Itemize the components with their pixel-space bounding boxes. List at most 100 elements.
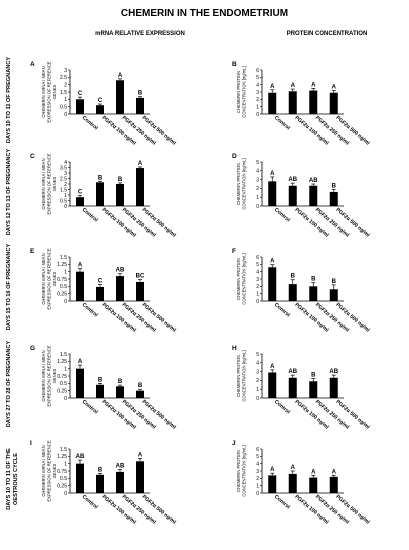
significance-letter: AB [329,369,338,375]
y-tick-label: 1 [64,366,67,372]
y-tick-label: 2 [256,378,259,384]
y-axis-title: CONCENTRATION [ng/mL] [242,253,247,304]
y-tick-label: 1.5 [60,447,67,453]
y-axis-title: CHEMERIN PROTEIN [236,71,241,113]
y-tick-label: 2 [256,284,259,290]
significance-letter: B [332,183,337,189]
significance-letter: A [311,82,316,88]
y-tick-label: 3 [256,469,259,475]
category-label: PGF2α 500 ng/ml [334,207,371,239]
bar [288,284,297,301]
y-tick-label: 1 [256,387,259,393]
y-tick-label: 1 [256,483,259,489]
y-axis-title: EXPRESSION OF REFERENCE [47,61,52,122]
y-tick-label: 1.5 [60,255,67,261]
significance-letter: B [138,91,143,97]
y-tick-label: 0.5 [60,284,67,290]
significance-letter: A [270,467,275,473]
y-tick-label: 2 [256,186,259,192]
y-tick-label: 0 [256,491,259,497]
y-axis-title: GENES [52,368,57,383]
bar [136,390,144,398]
y-axis-title: CHEMERIN mRNA / MEAN [41,445,46,496]
y-tick-label: 6 [256,255,259,261]
panel-letter: C [30,153,35,160]
y-tick-label: 1.5 [60,90,67,96]
bar [136,97,144,114]
y-tick-label: 1.5 [60,352,67,358]
significance-letter: AB [116,464,125,470]
category-label: Control [273,115,291,132]
y-axis-title: CHEMERIN mRNA / MEAN [41,253,46,304]
bar [288,91,297,114]
panel-letter: D [232,153,237,160]
bar [268,372,277,398]
y-tick-label: 1 [64,461,67,467]
y-axis-title: GENES [52,176,57,191]
bar [268,475,277,493]
y-tick-label: 1 [256,291,259,297]
bar [288,473,297,493]
y-tick-label: 0.25 [57,388,67,394]
y-tick-label: 5 [256,352,259,358]
y-tick-label: 0 [64,491,67,497]
y-tick-label: 2.5 [60,75,67,81]
y-tick-label: 3 [256,177,259,183]
y-tick-label: 3 [64,68,67,74]
y-axis-title: CHEMERIN mRNA / MEAN [41,350,46,401]
bar [76,197,84,206]
category-label: PGF2α 500 ng/ml [141,115,178,147]
y-axis-title: CHEMERIN mRNA / MEAN [41,66,46,117]
category-label: PGF2α 500 ng/ml [141,302,178,334]
row-label: DAYS 10 TO 11 OF THE [6,448,12,510]
column-header-mrna: mRNA RELATIVE EXPRESSION [95,31,185,37]
y-tick-label: 3 [256,277,259,283]
significance-letter: BC [136,274,145,280]
y-axis-title: EXPRESSION OF REFERENCE [47,345,52,406]
y-tick-label: 0 [256,204,259,210]
panel-letter: A [30,61,35,68]
category-label: Control [273,399,291,416]
y-tick-label: 0 [256,299,259,305]
significance-letter: A [311,469,316,475]
significance-letter: C [98,98,103,104]
panel-letter: F [232,248,236,255]
y-tick-label: 3 [64,171,67,177]
y-tick-label: 0.5 [60,381,67,387]
y-tick-label: 4 [256,82,259,88]
category-label: Control [81,494,99,511]
bar [116,276,124,301]
significance-letter: AB [309,178,318,184]
row-label: DAYS 27 TO 28 OF PREGNANCY [6,341,12,428]
category-label: Control [81,302,99,319]
bar [268,92,277,114]
significance-letter: B [332,279,337,285]
bar [96,105,104,114]
category-label: PGF2α 500 ng/ml [334,302,371,334]
y-tick-label: 0.75 [57,374,67,380]
panel-letter: H [232,345,237,352]
category-label: PGF2α 500 ng/ml [141,399,178,431]
y-tick-label: 3 [256,90,259,96]
row-label: DAYS 15 TO 16 OF PREGNANCY [6,244,12,331]
y-tick-label: 4 [256,169,259,175]
y-tick-label: 6 [256,68,259,74]
bar [96,474,104,493]
panel-letter: J [232,440,236,447]
significance-letter: C [98,279,103,285]
y-tick-label: 1 [256,104,259,110]
bar [329,92,338,114]
y-axis-title: EXPRESSION OF REFERENCE [47,440,52,501]
y-tick-label: 5 [256,160,259,166]
panel-letter: E [30,248,35,255]
y-tick-label: 6 [256,447,259,453]
y-axis-title: GENES [52,463,57,478]
y-tick-label: 4 [256,361,259,367]
significance-letter: A [138,452,143,458]
y-tick-label: 2 [64,82,67,88]
bar [136,281,144,301]
y-axis-title: CHEMERIN mRNA / MEAN [41,158,46,209]
y-tick-label: 1.25 [57,454,67,460]
y-tick-label: 0 [64,299,67,305]
